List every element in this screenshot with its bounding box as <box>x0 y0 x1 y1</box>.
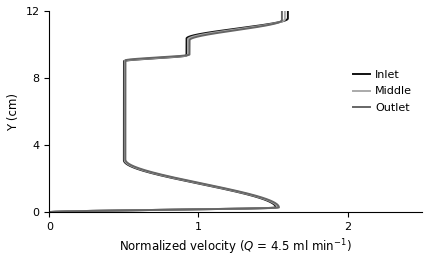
Outlet <box>279 9 284 12</box>
Line: Middle: Middle <box>49 11 285 212</box>
Middle <box>185 44 190 47</box>
Middle <box>126 209 131 212</box>
Y-axis label: Y (cm): Y (cm) <box>7 93 20 131</box>
Line: Outlet: Outlet <box>49 11 282 212</box>
Line: Inlet: Inlet <box>49 11 288 212</box>
Outlet <box>47 211 52 214</box>
Middle <box>203 183 208 186</box>
Inlet <box>263 199 268 202</box>
Inlet <box>202 183 207 186</box>
X-axis label: Normalized velocity ($Q$ = 4.5 ml min$^{-1}$): Normalized velocity ($Q$ = 4.5 ml min$^{… <box>119 237 352 257</box>
Outlet <box>279 11 284 14</box>
Middle <box>275 21 281 24</box>
Inlet <box>126 209 131 212</box>
Middle <box>47 211 52 214</box>
Inlet <box>278 20 284 23</box>
Middle <box>282 9 287 12</box>
Outlet <box>187 44 192 47</box>
Outlet <box>205 183 210 186</box>
Legend: Inlet, Middle, Outlet: Inlet, Middle, Outlet <box>348 65 417 117</box>
Inlet <box>47 211 52 214</box>
Outlet <box>273 22 278 25</box>
Inlet <box>184 43 189 46</box>
Outlet <box>266 198 271 201</box>
Outlet <box>127 209 132 212</box>
Middle <box>282 10 287 13</box>
Inlet <box>285 9 290 12</box>
Middle <box>265 198 270 201</box>
Inlet <box>285 10 290 13</box>
